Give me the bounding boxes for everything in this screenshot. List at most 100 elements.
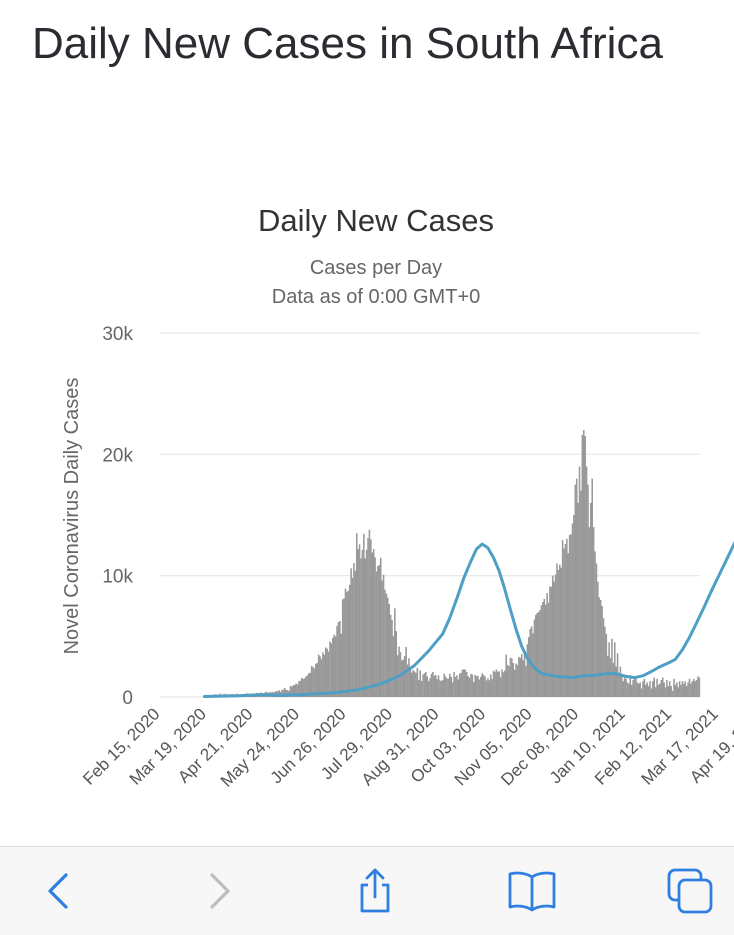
bar — [621, 676, 623, 697]
bar — [511, 658, 513, 697]
bar — [622, 681, 625, 697]
bar — [664, 687, 667, 697]
bar — [491, 679, 493, 697]
bar — [591, 478, 593, 697]
bar — [683, 683, 685, 697]
tabs-button[interactable] — [664, 865, 716, 917]
bar — [611, 638, 613, 697]
bar — [291, 686, 293, 697]
bar — [557, 569, 560, 697]
bar — [430, 673, 433, 697]
bar — [695, 680, 698, 697]
bar — [690, 683, 692, 697]
bar — [543, 598, 546, 697]
bar — [508, 666, 510, 697]
bar — [659, 683, 661, 697]
bar — [546, 593, 548, 697]
bar — [449, 673, 451, 697]
bookmarks-button[interactable] — [506, 865, 558, 917]
bar — [494, 671, 496, 697]
bar — [423, 673, 426, 697]
bar — [303, 678, 306, 697]
bar — [427, 681, 430, 697]
bar — [425, 672, 427, 697]
bar — [619, 666, 622, 697]
bar — [691, 681, 694, 697]
bar — [408, 658, 410, 697]
back-button[interactable] — [32, 865, 84, 917]
bar — [447, 678, 450, 697]
bar — [339, 621, 341, 697]
forward-button[interactable] — [194, 865, 246, 917]
bar — [629, 675, 632, 697]
bar — [666, 680, 668, 697]
bar — [312, 667, 314, 697]
bar — [642, 681, 644, 697]
bar — [630, 684, 633, 697]
bar — [685, 686, 688, 697]
bar — [615, 666, 617, 697]
moving-average-series — [202, 540, 734, 698]
bar — [601, 606, 603, 697]
bar — [501, 669, 503, 697]
bar — [499, 677, 502, 697]
bar — [298, 681, 300, 697]
bar — [367, 538, 369, 697]
bar — [456, 675, 458, 697]
bar — [526, 644, 529, 697]
bar — [440, 681, 443, 697]
bar — [394, 608, 396, 697]
bar — [482, 674, 485, 697]
bar — [570, 534, 572, 697]
bar — [556, 563, 558, 697]
bar — [332, 637, 334, 697]
bar — [602, 618, 605, 697]
bar — [635, 676, 637, 697]
bar — [550, 586, 553, 697]
y-axis-tick-labels: 0 10k 20k 30k — [102, 324, 133, 709]
bar — [564, 543, 567, 697]
bar — [618, 672, 620, 697]
bar — [281, 689, 283, 697]
bar — [577, 502, 579, 697]
bar — [660, 680, 663, 697]
bar — [670, 686, 672, 697]
chart-subtitle-line-1: Cases per Day — [310, 257, 442, 279]
bar — [316, 662, 319, 697]
bar — [640, 688, 643, 697]
bar — [378, 564, 381, 697]
bar — [522, 660, 524, 697]
bar — [289, 685, 292, 697]
tabs-icon — [667, 868, 713, 914]
bar — [379, 557, 382, 697]
bar — [643, 678, 646, 697]
bar — [575, 478, 578, 697]
bar — [401, 660, 403, 697]
chevron-right-icon — [210, 873, 230, 909]
bar — [567, 553, 570, 697]
bar — [388, 604, 390, 697]
bar — [429, 678, 431, 697]
bar — [480, 676, 482, 697]
bar — [343, 598, 345, 697]
bar — [537, 611, 540, 697]
bar — [322, 652, 324, 697]
bar — [415, 672, 417, 697]
bar — [663, 682, 665, 697]
bar — [626, 682, 629, 697]
bar — [454, 676, 457, 697]
bar — [592, 527, 595, 697]
bar — [509, 657, 512, 697]
bar — [505, 654, 507, 697]
bar — [687, 682, 689, 697]
bar — [568, 534, 571, 697]
bar — [584, 436, 586, 697]
bar — [398, 646, 400, 697]
share-button[interactable] — [349, 865, 401, 917]
bar — [410, 672, 413, 697]
y-tick-label: 0 — [122, 688, 133, 709]
bar — [282, 689, 285, 697]
bar — [308, 673, 310, 697]
bar — [364, 558, 366, 697]
